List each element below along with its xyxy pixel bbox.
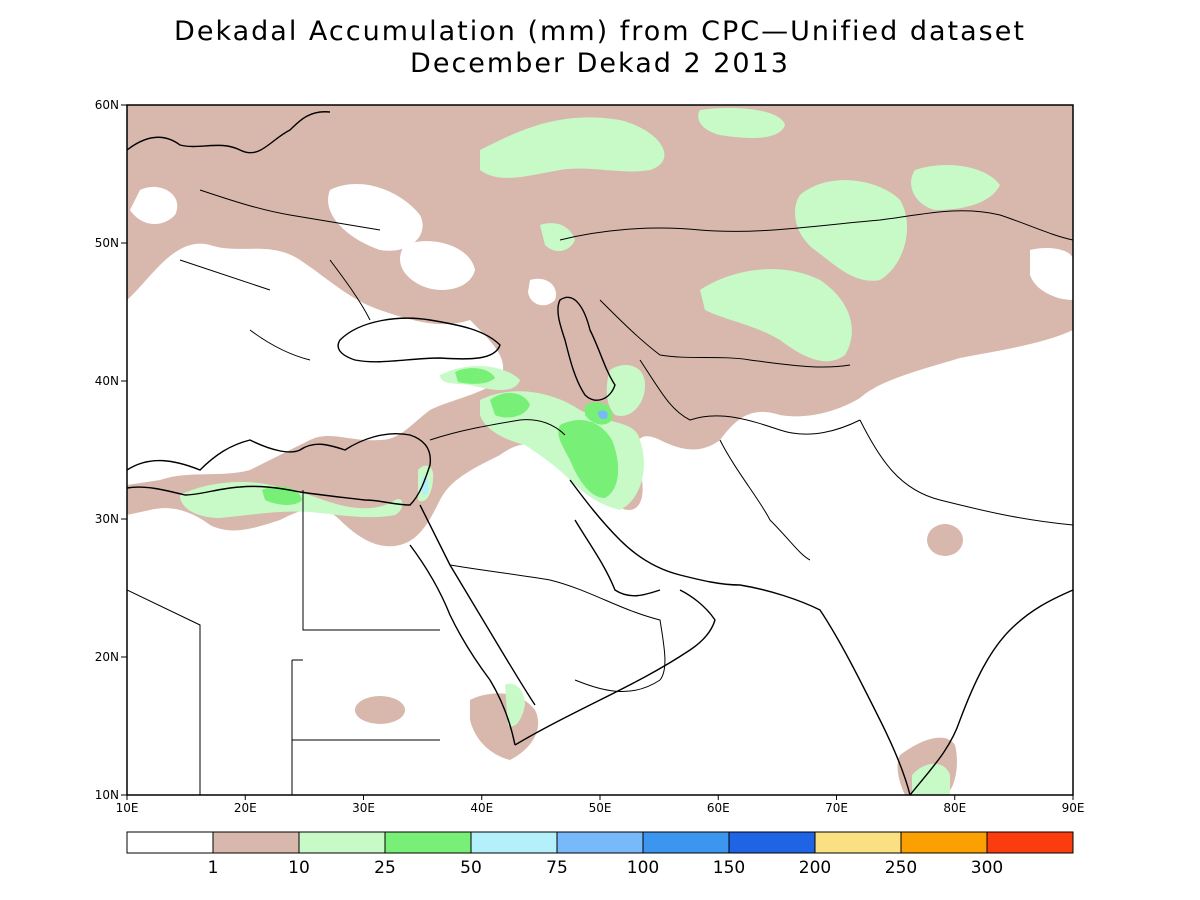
- colorbar-label: 250: [885, 858, 917, 878]
- colorbar-swatch: [470, 831, 558, 854]
- border-iran-afghan: [639, 359, 861, 435]
- colorbar-label: 1: [208, 858, 219, 878]
- lon-tick-label: 70E: [825, 801, 848, 815]
- wet-zone-urals: [698, 107, 785, 138]
- wet-zone-iran-north: [606, 365, 645, 416]
- lon-tick-label: 10E: [116, 801, 139, 815]
- lat-tick-label: 50N: [95, 236, 119, 250]
- border-sudan: [291, 660, 440, 795]
- border-europe: [179, 189, 381, 361]
- wet-zone-red-sea: [505, 683, 525, 727]
- precip-patch-sahara: [355, 696, 405, 724]
- peak-zone-iran: [598, 410, 608, 420]
- colorbar: 1 10 25 50 75 100 150 200 250 300: [126, 831, 1074, 878]
- precip-fields: [127, 105, 1073, 795]
- coastlines: [127, 111, 1073, 795]
- map-subtitle: December Dekad 2 2013: [410, 48, 790, 79]
- border-india-pak: [719, 419, 1073, 561]
- colorbar-label: 150: [713, 858, 745, 878]
- wet-zone-east: [911, 165, 1000, 210]
- coast-india: [739, 584, 1073, 795]
- lon-tick-label: 20E: [234, 801, 257, 815]
- border-turkey-syria: [429, 419, 566, 441]
- dry-zone-caspian: [528, 278, 556, 306]
- wet-zone-caspian: [540, 223, 575, 252]
- lon-tick-label: 40E: [470, 801, 493, 815]
- lat-tick-label: 10N: [95, 788, 119, 802]
- lon-tick-label: 80E: [943, 801, 966, 815]
- lat-tick-label: 30N: [95, 512, 119, 526]
- coast-baltic: [127, 111, 331, 154]
- latitude-axis: 60N 50N 40N 30N 20N 10N: [95, 98, 127, 802]
- colorbar-swatch: [384, 831, 472, 854]
- colorbar-swatch: [556, 831, 644, 854]
- lon-tick-label: 50E: [589, 801, 612, 815]
- colorbar-swatch: [126, 831, 214, 854]
- colorbar-swatch: [900, 831, 988, 854]
- colorbar-swatch: [814, 831, 902, 854]
- colorbar-label: 300: [971, 858, 1003, 878]
- coast-mediterranean: [127, 433, 432, 506]
- colorbar-swatch: [728, 831, 816, 854]
- dry-zone-volga: [400, 241, 475, 290]
- coast-red-sea: [409, 504, 536, 746]
- colorbar-label: 25: [374, 858, 396, 878]
- longitude-axis: 10E 20E 30E 40E 50E 60E 70E 80E 90E: [116, 795, 1085, 815]
- colorbar-label: 100: [627, 858, 659, 878]
- wet-zone-russia: [480, 117, 665, 178]
- colorbar-label: 50: [460, 858, 482, 878]
- colorbar-label: 75: [546, 858, 568, 878]
- colorbar-label: 10: [288, 858, 310, 878]
- peak-zone-levant: [421, 477, 429, 496]
- colorbar-swatch: [986, 831, 1074, 854]
- coast-persian-gulf: [569, 479, 741, 597]
- dry-zone-ukraine: [328, 184, 423, 251]
- border-libya-egypt: [292, 490, 440, 661]
- dry-zone-europe: [127, 243, 504, 485]
- colorbar-swatch: [298, 831, 386, 854]
- wet-zone-siberia: [795, 180, 908, 281]
- heavy-zone-turkey: [490, 392, 530, 418]
- heavy-zone-iran: [558, 420, 619, 498]
- coast-caspian: [557, 296, 616, 401]
- heavy-zone-cyprus: [455, 368, 495, 384]
- wet-zone-kazakhstan: [700, 269, 852, 362]
- colorbar-swatch: [212, 831, 300, 854]
- lon-tick-label: 90E: [1062, 801, 1085, 815]
- coast-black-sea: [337, 317, 501, 363]
- wet-zone-sri-lanka: [912, 763, 950, 795]
- border-russia-kazakh: [559, 210, 1073, 241]
- lon-tick-label: 60E: [707, 801, 730, 815]
- border-central-asia: [599, 299, 851, 368]
- country-borders: [127, 189, 1073, 795]
- border-africa-west: [127, 589, 201, 795]
- border-arabia: [449, 564, 666, 693]
- lat-tick-label: 60N: [95, 98, 119, 112]
- colorbar-swatch: [642, 831, 730, 854]
- dry-zone-balkans: [130, 186, 178, 225]
- lat-tick-label: 20N: [95, 650, 119, 664]
- precip-patch-yemen: [470, 693, 539, 760]
- coast-arabia: [514, 589, 716, 746]
- colorbar-label: 200: [799, 858, 831, 878]
- lat-tick-label: 40N: [95, 374, 119, 388]
- lon-tick-label: 30E: [352, 801, 375, 815]
- precip-patch-india: [927, 524, 963, 556]
- dry-zone-kazakh: [1030, 248, 1073, 300]
- map-title: Dekadal Accumulation (mm) from CPC—Unifi…: [174, 16, 1026, 47]
